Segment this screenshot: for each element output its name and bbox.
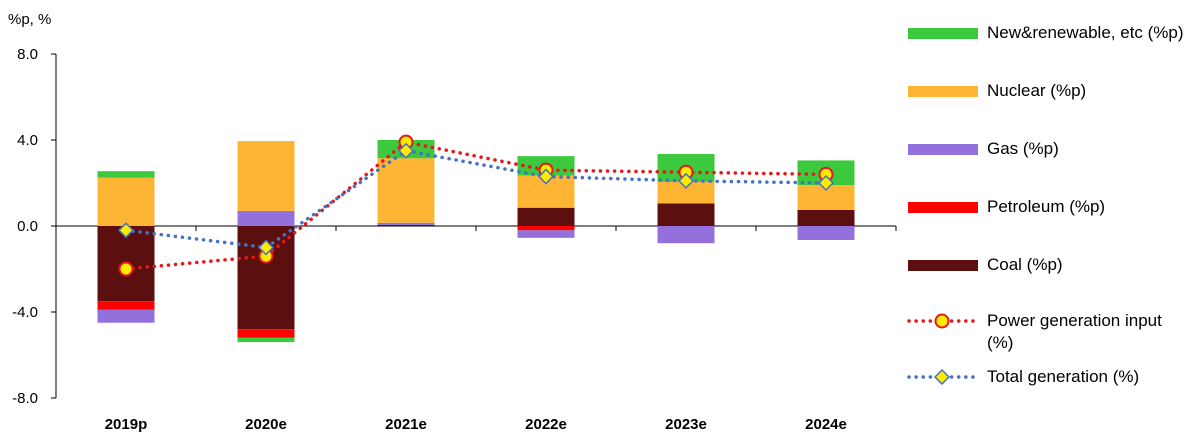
legend-label-power_input: Power generation input (%) [987, 311, 1162, 352]
bar-renewable [97, 171, 155, 178]
legend-item-nuclear: Nuclear (%p) [905, 80, 1195, 102]
marker-total_gen [397, 142, 415, 159]
legend-label-renewable: New&renewable, etc (%p) [987, 23, 1184, 42]
bars-layer [97, 140, 855, 343]
bar-coal [797, 209, 855, 226]
legend-swatch-rect [908, 144, 978, 155]
bar-gas [377, 222, 435, 225]
legend-swatch-gas [905, 138, 979, 160]
marker-total_gen [677, 172, 695, 189]
y-tick-label: -4.0 [12, 304, 38, 321]
bar-gas [97, 309, 155, 323]
bar-petroleum [237, 329, 295, 338]
legend-label-nuclear: Nuclear (%p) [987, 81, 1087, 100]
marker-total_gen [817, 174, 835, 192]
bar-gas [237, 210, 295, 226]
legend-swatch-rect [908, 28, 978, 39]
legend-item-gas: Gas (%p) [905, 138, 1195, 160]
legend-swatch-nuclear [905, 80, 979, 102]
legend-marker-circle [934, 313, 950, 329]
y-tick-label: 8.0 [17, 46, 38, 63]
legend-swatch-rect [908, 202, 978, 213]
line-total_gen [124, 148, 828, 250]
bar-gas [517, 230, 575, 238]
marker-total_gen [257, 239, 275, 256]
legend-swatch-total_gen [905, 366, 979, 388]
markers-layer [117, 134, 835, 277]
x-tick-label: 2023e [665, 416, 707, 433]
bar-gas [657, 226, 715, 244]
bar-coal [517, 207, 575, 226]
legend-swatch-rect [908, 260, 978, 271]
legend-label-gas: Gas (%p) [987, 139, 1059, 158]
legend-item-total_gen: Total generation (%) [905, 366, 1195, 388]
x-tick-label: 2019p [105, 416, 148, 433]
legend-item-coal: Coal (%p) [905, 254, 1195, 276]
line-power_input [124, 140, 828, 271]
bar-petroleum [517, 226, 575, 231]
legend-swatch-petroleum [905, 196, 979, 218]
lines-layer [124, 140, 828, 271]
legend-line-swatch [907, 313, 977, 329]
bar-nuclear [657, 181, 715, 204]
marker-total_gen [117, 222, 135, 239]
legend-swatch-renewable [905, 22, 979, 44]
legend-item-renewable: New&renewable, etc (%p) [905, 22, 1195, 44]
legend-swatch-coal [905, 254, 979, 276]
x-tick-label: 2022e [525, 416, 567, 433]
x-tick-label: 2024e [805, 416, 847, 433]
legend-swatch-rect [908, 86, 978, 97]
x-tick-label: 2021e [385, 416, 427, 433]
tick-labels-layer: 8.0 4.0 0.0 -4.0 -8.0 2019p 2020e 2021e 2022e 202… [12, 46, 847, 433]
x-tick-label: 2020e [245, 416, 287, 433]
bar-renewable [237, 337, 295, 343]
legend-label-petroleum: Petroleum (%p) [987, 197, 1106, 216]
legend-line-swatch [907, 368, 977, 386]
legend-item-power_input: Power generation input (%) [905, 310, 1195, 354]
legend-item-petroleum: Petroleum (%p) [905, 196, 1195, 218]
y-unit-label: %p, % [8, 11, 51, 28]
y-tick-label: 4.0 [17, 132, 38, 149]
bar-petroleum [97, 301, 155, 310]
marker-total_gen [537, 168, 555, 185]
marker-power_input [118, 261, 134, 277]
axes [51, 53, 897, 399]
bar-gas [797, 226, 855, 240]
bar-nuclear [377, 158, 435, 223]
legend-label-coal: Coal (%p) [987, 255, 1063, 274]
bar-nuclear [237, 141, 295, 211]
legend-swatch-power_input [905, 310, 979, 332]
y-tick-label: 0.0 [17, 218, 38, 235]
bar-nuclear [97, 177, 155, 226]
bar-coal [657, 203, 715, 226]
legend-marker-diamond [933, 368, 951, 386]
legend-label-total_gen: Total generation (%) [987, 367, 1140, 386]
y-tick-label: -8.0 [12, 390, 38, 407]
bar-coal [377, 224, 435, 226]
